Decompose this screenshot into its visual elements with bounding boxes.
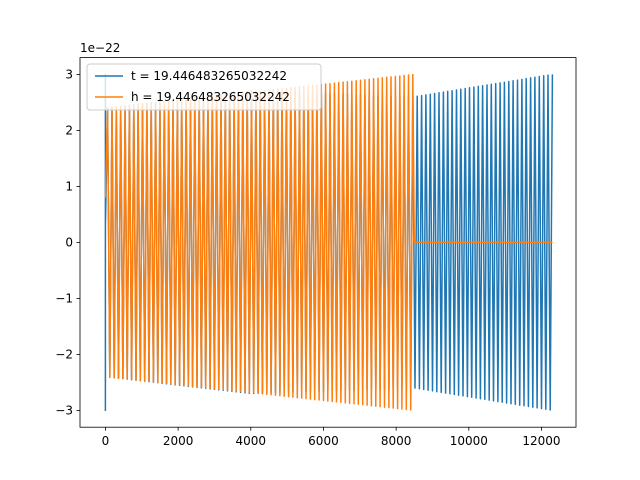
y-tick-label: −1: [55, 291, 73, 305]
x-tick-label: 12000: [522, 434, 560, 448]
series-layer: [104, 73, 554, 412]
y-tick-label: 2: [65, 123, 73, 137]
y-tick-label: 0: [65, 235, 73, 249]
y-tick-label: 1: [65, 179, 73, 193]
y-tick-label: −2: [55, 347, 73, 361]
y-axis-ticks: −3 −2 −1 0 1 2 3: [55, 67, 80, 417]
x-tick-label: 8000: [381, 434, 412, 448]
x-tick-label: 10000: [450, 434, 488, 448]
legend: t = 19.446483265032242 h = 19.4464832650…: [86, 63, 322, 111]
legend-label-h: h = 19.446483265032242: [131, 90, 290, 104]
y-tick-label: −3: [55, 403, 73, 417]
legend-box: [86, 63, 322, 111]
x-tick-label: 6000: [308, 434, 339, 448]
x-tick-label: 4000: [236, 434, 267, 448]
x-tick-label: 2000: [163, 434, 194, 448]
y-tick-label: 3: [65, 67, 73, 81]
x-tick-label: 0: [102, 434, 110, 448]
y-offset-label: 1e−22: [80, 41, 120, 55]
legend-label-t: t = 19.446483265032242: [131, 69, 287, 83]
series-line-h: [104, 73, 553, 411]
x-axis-ticks: 0 2000 4000 6000 8000 10000 12000: [102, 427, 561, 448]
